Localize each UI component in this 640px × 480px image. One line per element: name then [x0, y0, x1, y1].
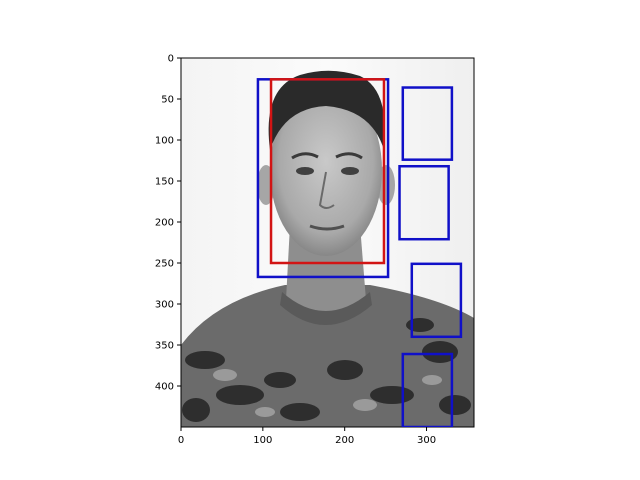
x-tick-label: 300: [417, 435, 436, 446]
x-tick-label: 200: [335, 435, 354, 446]
y-tick-label: 150: [155, 177, 174, 188]
y-tick-label: 350: [155, 341, 174, 352]
x-axis-ticks: 0 100 200 300: [178, 427, 436, 446]
y-tick-label: 50: [161, 95, 174, 106]
red-box-1: [269, 78, 386, 265]
blue-box-3: [398, 164, 450, 241]
x-tick-label: 100: [253, 435, 272, 446]
blue-box-4: [410, 262, 463, 339]
x-tick-label: 0: [178, 435, 184, 446]
blue-box-2: [401, 86, 454, 161]
portrait-photo: [181, 58, 474, 427]
y-tick-label: 200: [155, 218, 174, 229]
y-tick-label: 400: [155, 382, 174, 393]
y-tick-label: 250: [155, 259, 174, 270]
bounding-boxes: [256, 78, 463, 427]
y-tick-label: 0: [168, 54, 174, 65]
blue-box-5: [401, 352, 454, 427]
y-tick-label: 100: [155, 136, 174, 147]
y-tick-label: 300: [155, 300, 174, 311]
axes-frame: [180, 57, 475, 428]
y-axis-ticks: 0 50 100 150 200 250 300 350 400: [155, 54, 181, 393]
